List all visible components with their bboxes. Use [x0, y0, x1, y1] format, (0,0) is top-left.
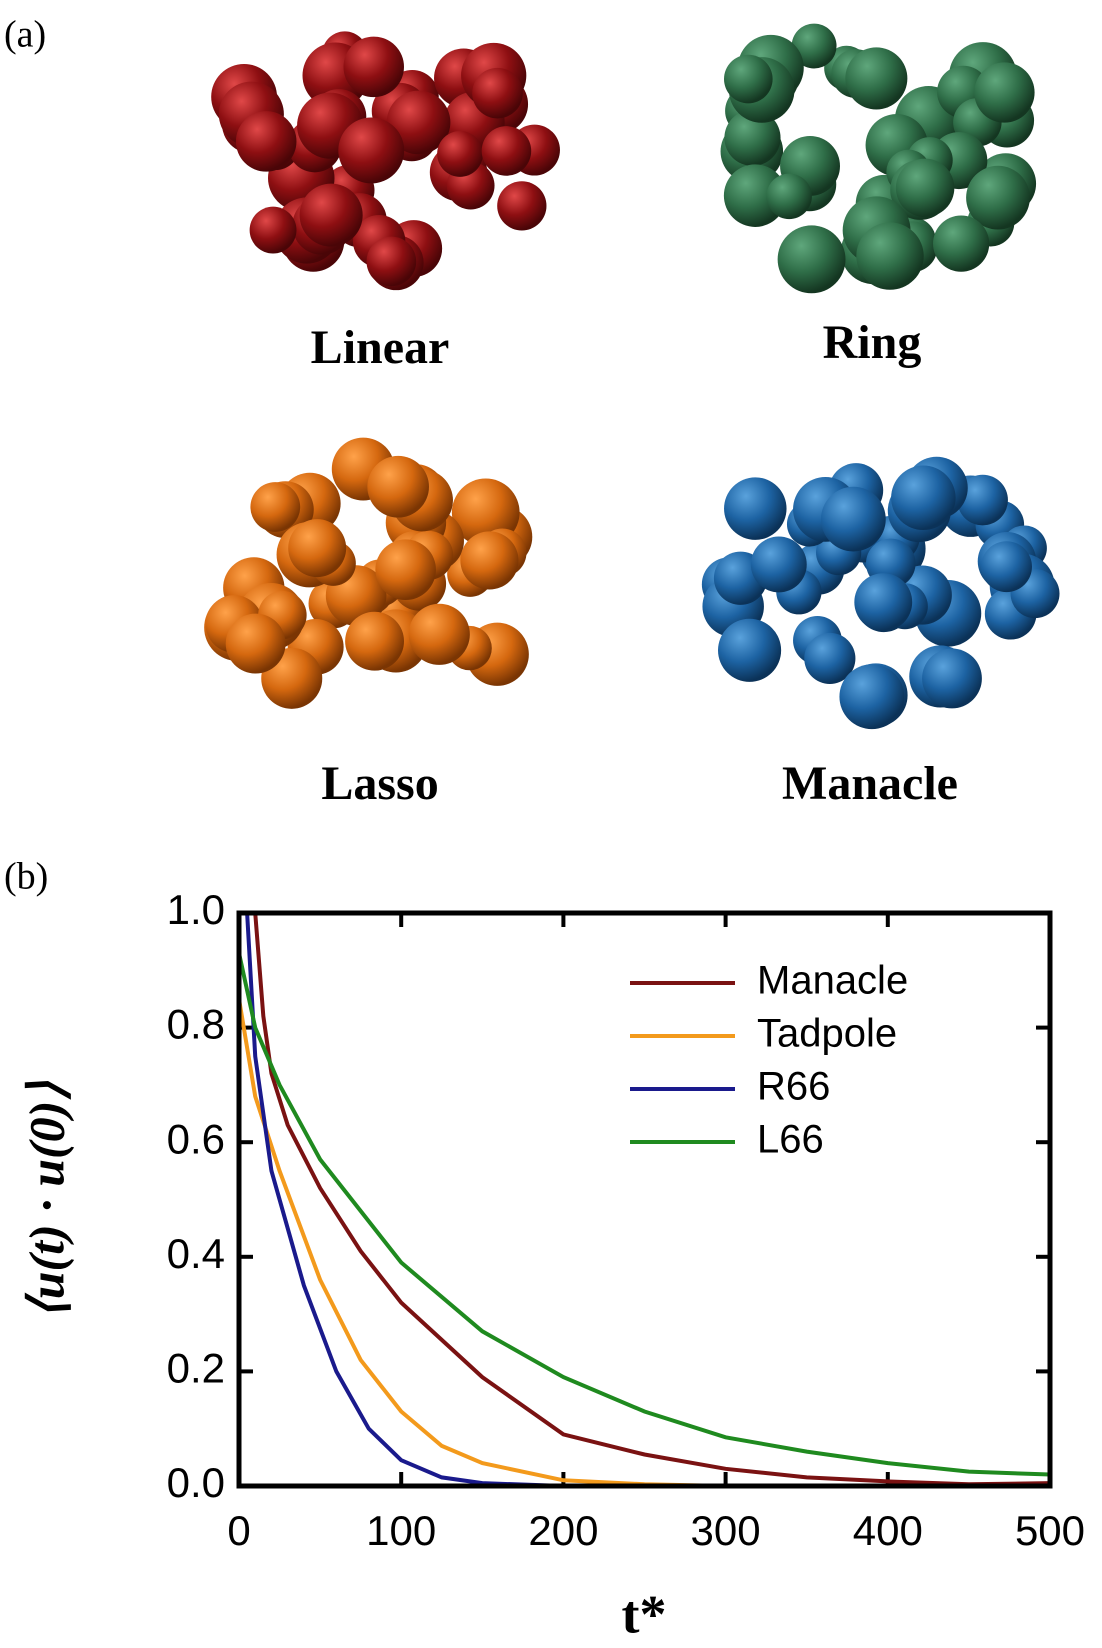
y-tick-label: 0.2	[167, 1344, 225, 1391]
molecule-label: Linear	[311, 321, 450, 374]
bead	[250, 482, 301, 532]
bead	[367, 455, 429, 518]
bead	[472, 67, 523, 119]
bead	[288, 519, 347, 578]
legend-label: L66	[757, 1118, 824, 1162]
molecule-label: Manacle	[782, 757, 958, 810]
bead	[460, 531, 519, 590]
legend-label: Manacle	[757, 959, 908, 1003]
bead	[845, 47, 908, 110]
bead	[338, 117, 405, 184]
legend-label: R66	[757, 1065, 830, 1109]
x-axis-label: t*	[622, 1584, 667, 1644]
y-tick-label: 0.8	[167, 1001, 225, 1048]
bead	[375, 539, 436, 600]
bead	[974, 62, 1035, 123]
bead	[957, 474, 1008, 526]
bead	[724, 477, 787, 540]
series-line	[245, 912, 1050, 1488]
molecule-label: Ring	[823, 316, 922, 369]
panel-label: (b)	[4, 856, 48, 898]
y-tick-label: 1.0	[167, 886, 225, 933]
y-axis-label: ⟨u(t) · u(0)⟩	[18, 1081, 74, 1319]
bead	[724, 54, 773, 104]
x-tick-label: 500	[1015, 1507, 1085, 1554]
x-tick-label: 200	[528, 1507, 598, 1554]
bead	[966, 165, 1030, 230]
bead	[225, 613, 286, 674]
bead	[345, 611, 405, 671]
bead	[718, 618, 782, 682]
x-tick-label: 400	[853, 1507, 923, 1554]
plot-frame	[236, 910, 1053, 1489]
y-tick-label: 0.6	[167, 1115, 225, 1162]
bead	[386, 90, 451, 155]
bead	[723, 164, 787, 227]
bead	[299, 183, 363, 247]
x-tick-label: 100	[366, 1507, 436, 1554]
bead	[981, 541, 1032, 593]
bead	[854, 573, 913, 632]
y-tick-label: 0.4	[167, 1230, 225, 1277]
panel-label: (a)	[4, 14, 46, 56]
bead	[895, 158, 955, 218]
bead	[497, 181, 547, 231]
series-line	[237, 952, 1051, 1477]
bead	[766, 173, 812, 220]
bead	[821, 486, 886, 552]
bead	[791, 23, 837, 69]
molecule-label: Lasso	[321, 757, 438, 810]
bead	[750, 536, 807, 593]
bead	[933, 215, 990, 272]
bead	[804, 632, 856, 684]
bead	[922, 648, 982, 709]
molecules	[204, 23, 1060, 730]
series-line	[253, 912, 1051, 1487]
bead	[343, 36, 404, 98]
x-tick-label: 0	[227, 1507, 250, 1554]
bead	[408, 603, 470, 665]
y-tick-label: 0.0	[167, 1459, 225, 1506]
bead	[249, 206, 297, 254]
bead	[366, 236, 417, 287]
bead	[437, 130, 483, 177]
bead	[839, 664, 905, 730]
bead	[777, 225, 846, 294]
bead	[856, 222, 924, 290]
x-tick-label: 300	[691, 1507, 761, 1554]
bead	[724, 109, 781, 166]
legend-label: Tadpole	[757, 1012, 897, 1056]
bead	[235, 111, 297, 172]
bead	[481, 126, 532, 176]
bead	[891, 465, 956, 531]
